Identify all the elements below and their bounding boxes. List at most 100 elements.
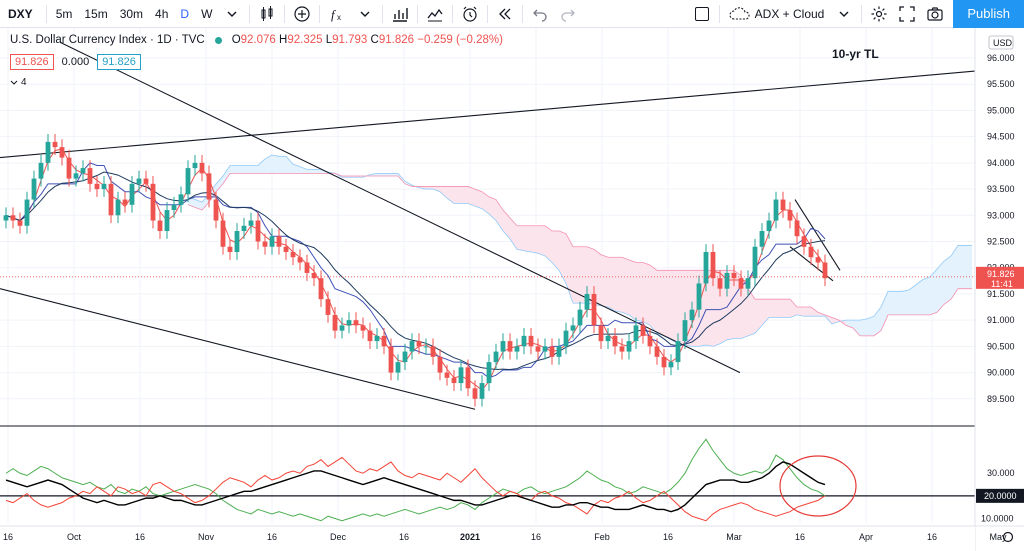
candle-body <box>563 330 569 347</box>
interval-15m[interactable]: 15m <box>84 6 108 21</box>
candle-body <box>276 236 282 247</box>
cloud-segment <box>832 317 839 325</box>
axis-settings-gear-icon[interactable] <box>1002 531 1014 543</box>
time-tick-label: 16 <box>399 532 409 542</box>
candle-body <box>591 293 597 326</box>
candle-body <box>115 199 121 216</box>
candle-body <box>255 220 261 242</box>
price-tick-label: 93.500 <box>987 184 1015 194</box>
candle-body <box>507 341 513 352</box>
trendline <box>794 199 841 271</box>
di-minus-line <box>5 456 826 522</box>
cloud-segment <box>433 186 440 192</box>
candle-body <box>374 335 380 342</box>
snapshot-camera-icon[interactable] <box>921 0 949 28</box>
candle-body <box>514 346 520 352</box>
interval-w[interactable]: W <box>201 6 213 21</box>
cloud-segment <box>566 233 573 304</box>
candle-body <box>220 220 226 247</box>
price-tick-label: 91.000 <box>987 315 1015 325</box>
cloud-segment <box>545 225 552 263</box>
candle-body <box>808 246 814 258</box>
candle-body <box>654 346 660 357</box>
candle-body <box>766 220 772 232</box>
interval-dropdown-chevron-icon[interactable] <box>218 0 246 28</box>
candle-body <box>675 341 681 363</box>
cloud-segment <box>384 173 391 176</box>
interval-4h[interactable]: 4h <box>155 6 169 21</box>
undo-icon[interactable] <box>526 0 554 28</box>
financials-icon[interactable] <box>386 0 414 28</box>
cloud-segment <box>923 276 930 315</box>
market-status-dot-icon <box>214 36 222 44</box>
legend-title[interactable]: U.S. Dollar Currency Index · 1D · TVC <box>10 34 205 46</box>
cloud-segment <box>559 231 566 284</box>
toolbar-divider <box>452 4 454 23</box>
candle-style-icon[interactable] <box>253 0 281 28</box>
legend-ohlc: O92.076 H92.325 L91.793 C91.826 −0.259 (… <box>232 34 503 46</box>
toolbar-divider <box>522 4 524 23</box>
redo-icon[interactable] <box>554 0 582 28</box>
candle-body <box>66 157 72 179</box>
last-price-badge <box>976 266 1024 289</box>
replay-rewind-icon[interactable] <box>491 0 519 28</box>
candle-body <box>745 278 751 289</box>
candle-body <box>129 183 135 205</box>
symbol-search[interactable]: DXY <box>8 6 33 21</box>
cloud-segment <box>762 299 769 326</box>
cloud-segment <box>279 156 286 174</box>
indicators-toggle[interactable]: 4 <box>10 77 27 88</box>
candle-body <box>444 372 450 378</box>
indicator-dropdown-chevron-icon[interactable] <box>351 0 379 28</box>
interval-30m[interactable]: 30m <box>119 6 144 21</box>
candle-body <box>59 147 65 158</box>
candle-body <box>633 325 639 342</box>
currency-label: USD <box>993 38 1013 48</box>
candle-body <box>297 257 303 263</box>
candle-body <box>262 241 268 247</box>
cloud-segment <box>223 165 230 184</box>
time-tick-label: May <box>989 532 1007 542</box>
candle-body <box>325 299 331 315</box>
candle-body <box>605 335 611 342</box>
toolbar-divider <box>249 4 251 23</box>
publish-button[interactable]: Publish <box>953 0 1024 28</box>
cloud-segment <box>776 299 783 318</box>
interval-d[interactable]: D <box>180 6 190 21</box>
candle-body <box>731 272 737 279</box>
cloud-segment <box>664 270 671 340</box>
candle-body <box>136 178 142 184</box>
cloud-segment <box>237 165 244 174</box>
svg-text:x: x <box>337 13 341 22</box>
templates-icon[interactable] <box>421 0 449 28</box>
layout-template-select[interactable]: ADX + Cloud <box>723 7 831 21</box>
spread-tag: 0.000 <box>61 56 90 68</box>
alert-clock-icon[interactable] <box>456 0 484 28</box>
candle-body <box>521 335 527 347</box>
candle-body <box>465 367 471 389</box>
cloud-segment <box>965 245 972 289</box>
cloud-segment <box>783 299 790 318</box>
fullscreen-icon[interactable] <box>893 0 921 28</box>
candle-body <box>409 341 415 352</box>
cloud-segment <box>503 210 510 239</box>
change-value: −0.259 (−0.28%) <box>417 34 503 46</box>
chart-canvas[interactable]: 10-yr TL 96.00095.50095.00094.50094.0009… <box>0 28 1024 551</box>
adx-line <box>5 461 826 513</box>
compare-plus-icon[interactable] <box>288 0 316 28</box>
toolbar-divider <box>382 4 384 23</box>
candle-body <box>87 168 93 184</box>
candle-body <box>150 183 156 221</box>
toolbar-divider <box>718 4 720 23</box>
interval-5m[interactable]: 5m <box>55 6 73 21</box>
candle-body <box>108 183 114 216</box>
settings-gear-icon[interactable] <box>865 0 893 28</box>
close-value: 91.826 <box>378 34 415 46</box>
template-chevron-icon[interactable] <box>830 0 858 28</box>
cloud-segment <box>426 186 433 190</box>
candle-body <box>395 362 401 373</box>
select-checkbox-icon[interactable] <box>688 0 716 28</box>
layout-template-label: ADX + Cloud <box>754 6 825 21</box>
candle-body <box>689 309 695 321</box>
